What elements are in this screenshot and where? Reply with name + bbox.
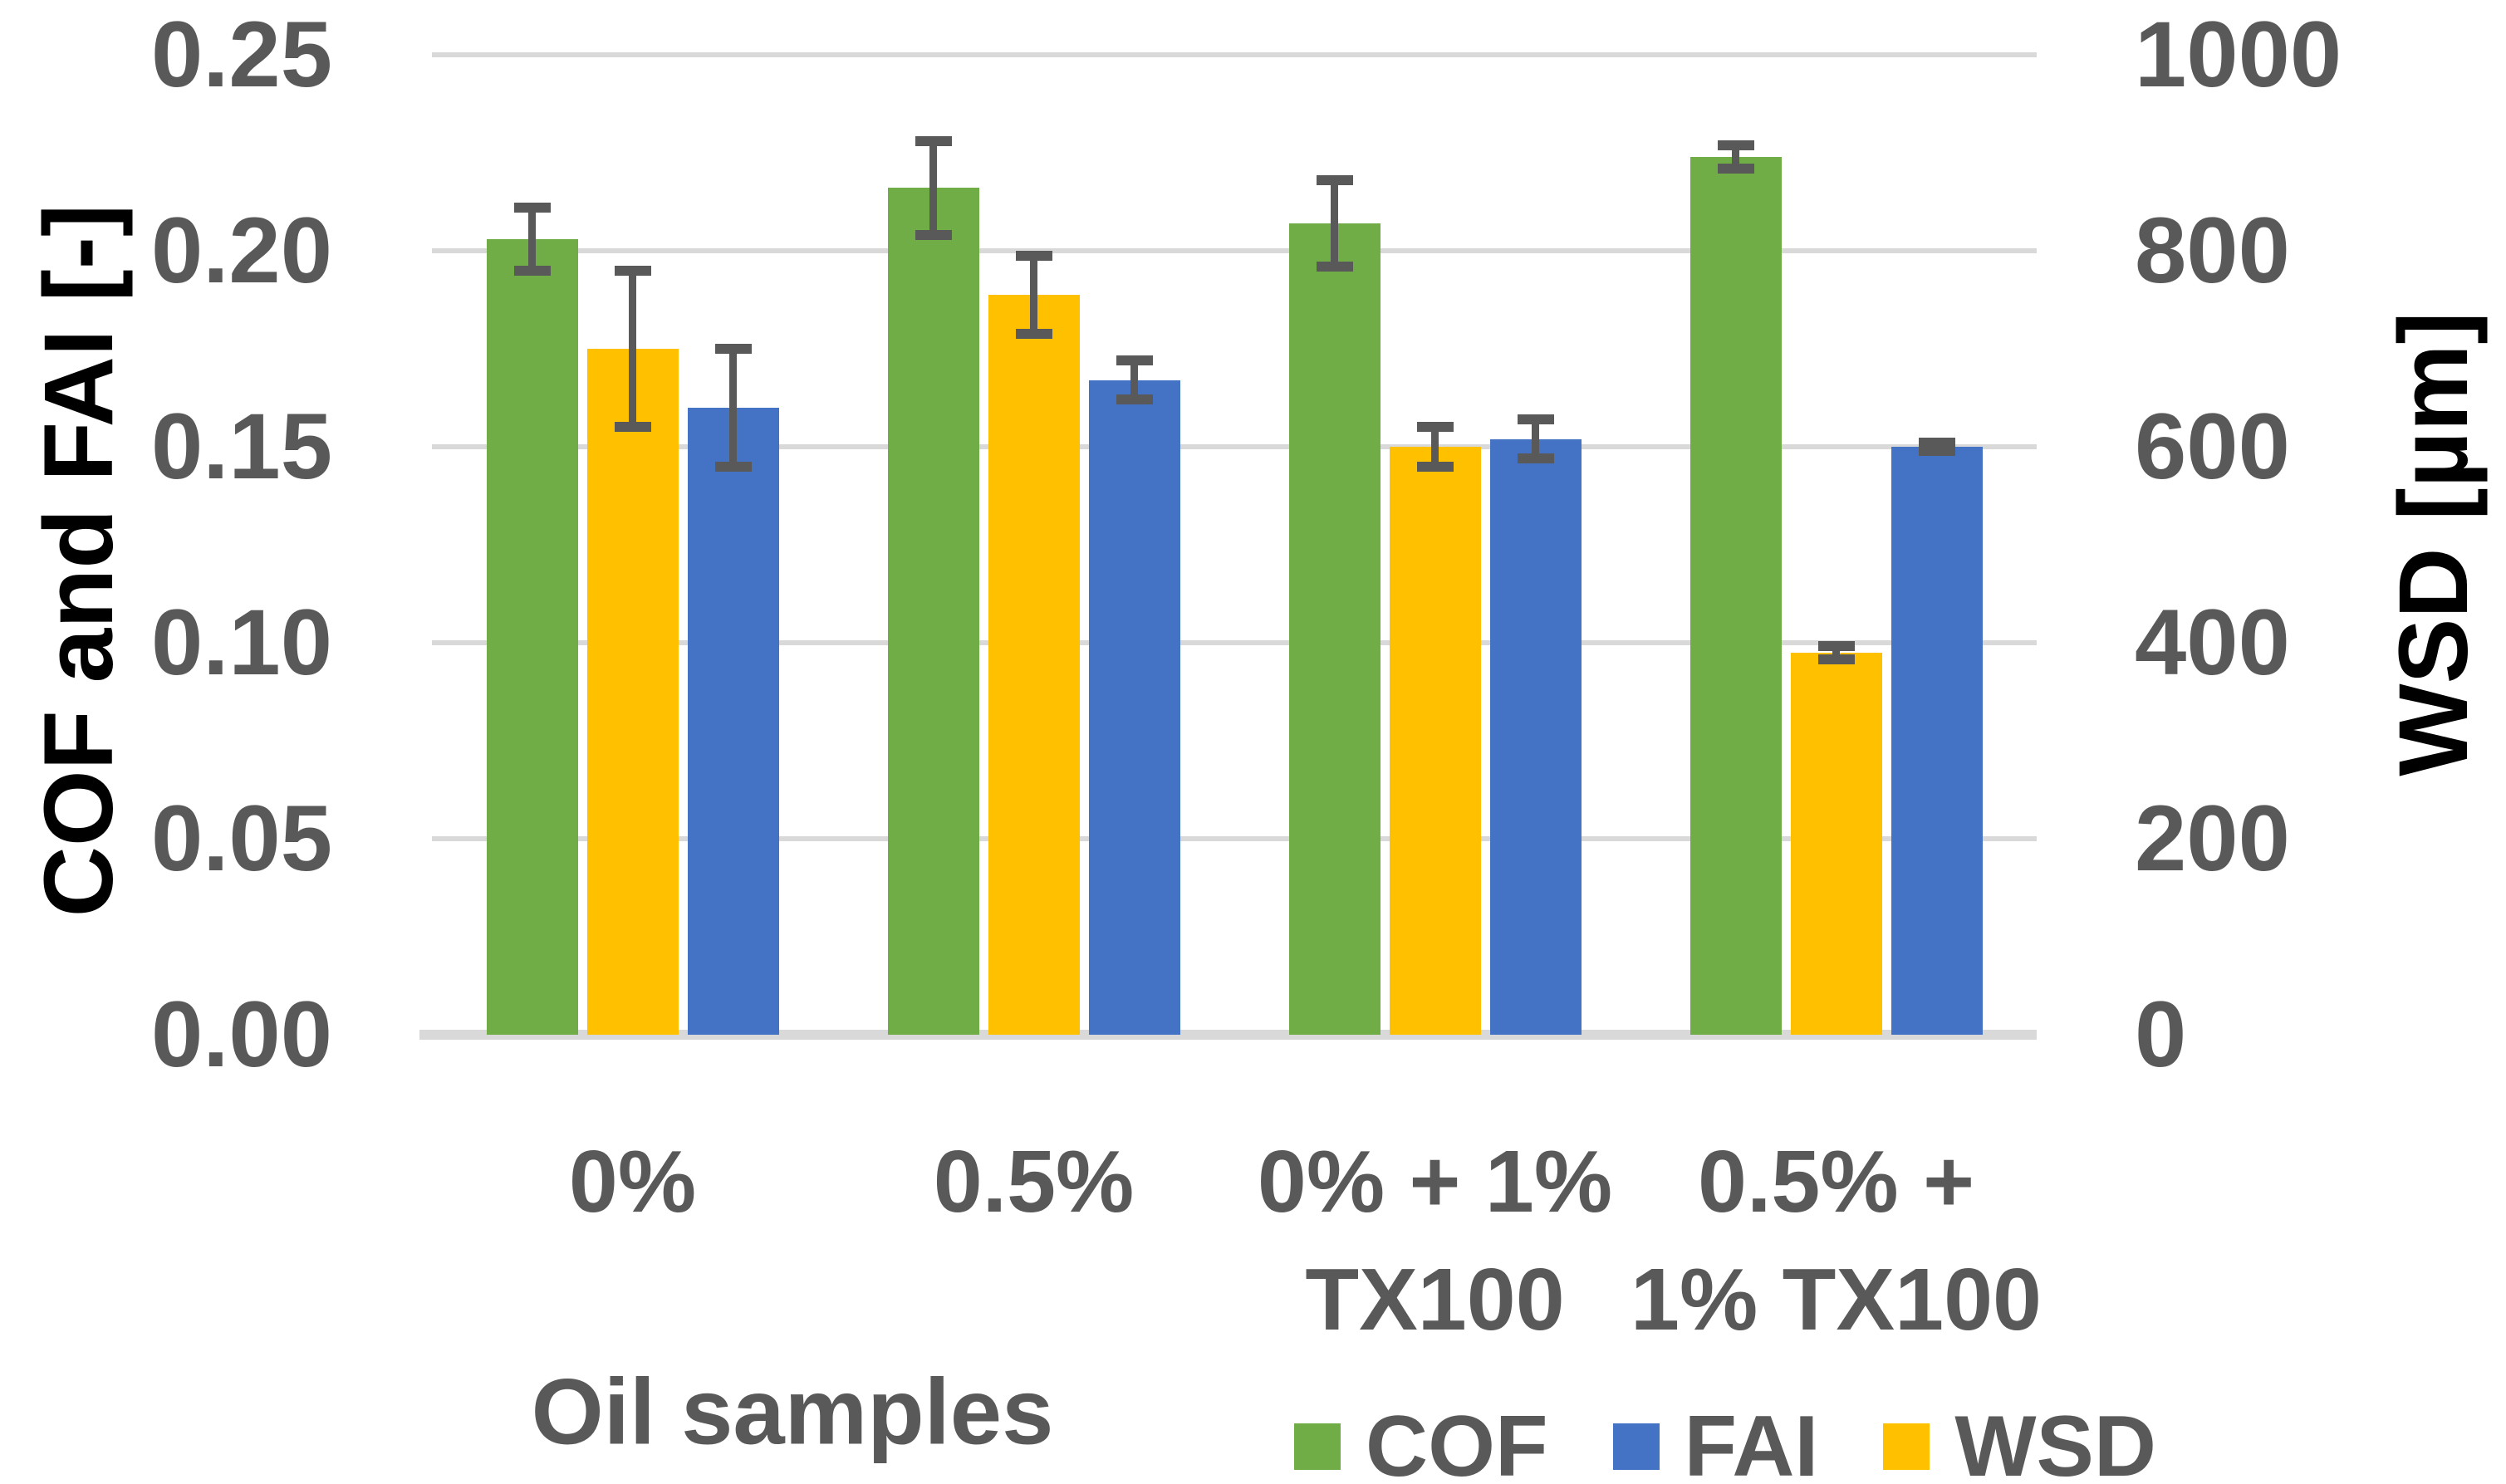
bar-fai-1: [687, 407, 779, 1035]
category-label-3: 0% + 1% TX100: [1170, 1123, 1701, 1359]
legend-label-wsd: WSD: [1954, 1398, 2156, 1484]
bar-cof-1: [486, 238, 578, 1035]
legend-swatch-cof-icon: [1294, 1423, 1341, 1470]
error-bar-cap: [513, 203, 551, 213]
error-bar-cap: [1918, 445, 1955, 456]
legend-swatch-wsd-icon: [1883, 1423, 1930, 1470]
legend-label-fai: FAI: [1684, 1398, 1819, 1484]
gridline: [432, 52, 2037, 57]
error-bar-cap: [1015, 250, 1052, 261]
legend-item-cof: COF: [1294, 1403, 1548, 1484]
error-bar-cap: [1817, 640, 1855, 651]
error-bar-cap: [915, 230, 952, 241]
error-bar-cap: [1817, 654, 1855, 665]
legend: COF FAI WSD: [1294, 1403, 2156, 1484]
gridline: [432, 248, 2037, 253]
category-label-4: 0.5% + 1% TX100: [1571, 1123, 2102, 1359]
y2-axis-tick-label: 400: [2135, 590, 2290, 694]
gridline: [432, 640, 2037, 645]
error-bar-cof-3: [1331, 180, 1338, 267]
error-bar-cap: [1316, 175, 1353, 186]
x-axis-line: [419, 1030, 2037, 1040]
error-bar-cap: [1416, 422, 1454, 433]
left-axis-title: COF and FAI [-]: [24, 203, 134, 918]
error-bar-cap: [513, 265, 551, 276]
error-bar-cap: [714, 461, 752, 472]
bar-wsd-3: [1389, 447, 1481, 1035]
category-label-line: 1% TX100: [1631, 1251, 2042, 1349]
error-bar-cap: [1517, 453, 1554, 464]
error-bar-wsd-3: [1431, 427, 1439, 467]
y-axis-tick-label: 0.20: [151, 198, 332, 302]
legend-item-fai: FAI: [1612, 1398, 1819, 1484]
bar-wsd-1: [586, 349, 679, 1035]
legend-item-wsd: WSD: [1883, 1403, 2156, 1484]
error-bar-cap: [1517, 414, 1554, 424]
error-bar-fai-3: [1532, 419, 1539, 459]
bar-cof-2: [887, 188, 979, 1035]
error-bar-wsd-2: [1030, 255, 1037, 335]
y-axis-tick-label: 0.15: [151, 394, 332, 498]
error-bar-cof-1: [528, 208, 536, 271]
error-bar-fai-1: [729, 349, 737, 467]
error-bar-cap: [614, 265, 651, 276]
legend-label-cof: COF: [1366, 1398, 1548, 1484]
error-bar-cap: [915, 135, 952, 146]
y-axis-tick-label: 0.10: [151, 590, 332, 694]
legend-swatch-fai-icon: [1612, 1423, 1660, 1470]
y2-axis-tick-label: 200: [2135, 786, 2290, 890]
bar-fai-3: [1489, 438, 1582, 1035]
error-bar-cap: [1015, 329, 1052, 340]
error-bar-wsd-1: [629, 270, 636, 428]
bar-wsd-4: [1790, 652, 1882, 1035]
error-bar-cap: [1717, 140, 1754, 150]
error-bar-cap: [1918, 438, 1955, 448]
category-label-2: 0.5%: [768, 1123, 1300, 1241]
error-bar-cap: [1116, 355, 1153, 366]
bar-fai-2: [1088, 380, 1180, 1035]
bar-fai-4: [1891, 447, 1983, 1035]
y-axis-tick-label: 0.00: [151, 982, 332, 1086]
error-bar-wsd-4: [1832, 645, 1840, 660]
error-bar-cap: [1116, 394, 1153, 405]
category-label-line: 0% + 1%: [1257, 1133, 1613, 1231]
error-bar-cap: [1717, 163, 1754, 174]
category-label-line: 0.5%: [933, 1133, 1135, 1231]
gridline: [432, 836, 2037, 841]
y2-axis-tick-label: 1000: [2135, 2, 2342, 106]
error-bar-cap: [714, 344, 752, 354]
y-axis-tick-label: 0.25: [151, 2, 332, 106]
x-axis-title: Oil samples: [531, 1359, 1054, 1464]
error-bar-fai-2: [1130, 360, 1138, 400]
error-bar-cap: [1416, 461, 1454, 472]
error-bar-cof-4: [1732, 144, 1739, 169]
category-label-1: 0%: [367, 1123, 899, 1241]
category-label-line: 0%: [568, 1133, 697, 1231]
bar-cof-3: [1288, 223, 1381, 1035]
y-axis-tick-label: 0.05: [151, 786, 332, 890]
bar-cof-4: [1689, 156, 1782, 1035]
gridline: [432, 444, 2037, 449]
y2-axis-tick-label: 800: [2135, 198, 2290, 302]
y2-axis-tick-label: 0: [2135, 982, 2187, 1086]
y2-axis-tick-label: 600: [2135, 394, 2290, 498]
right-axis-title: WSD [µm]: [2379, 311, 2489, 776]
error-bar-cof-2: [929, 140, 937, 236]
error-bar-cap: [614, 422, 651, 433]
category-label-line: 0.5% +: [1698, 1133, 1974, 1231]
category-label-line: TX100: [1305, 1251, 1565, 1349]
error-bar-cap: [1316, 261, 1353, 272]
bar-wsd-2: [988, 295, 1080, 1035]
